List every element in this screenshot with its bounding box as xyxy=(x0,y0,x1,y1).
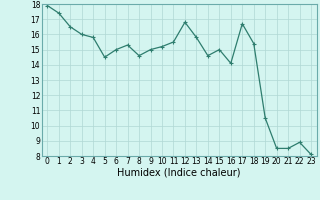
X-axis label: Humidex (Indice chaleur): Humidex (Indice chaleur) xyxy=(117,168,241,178)
